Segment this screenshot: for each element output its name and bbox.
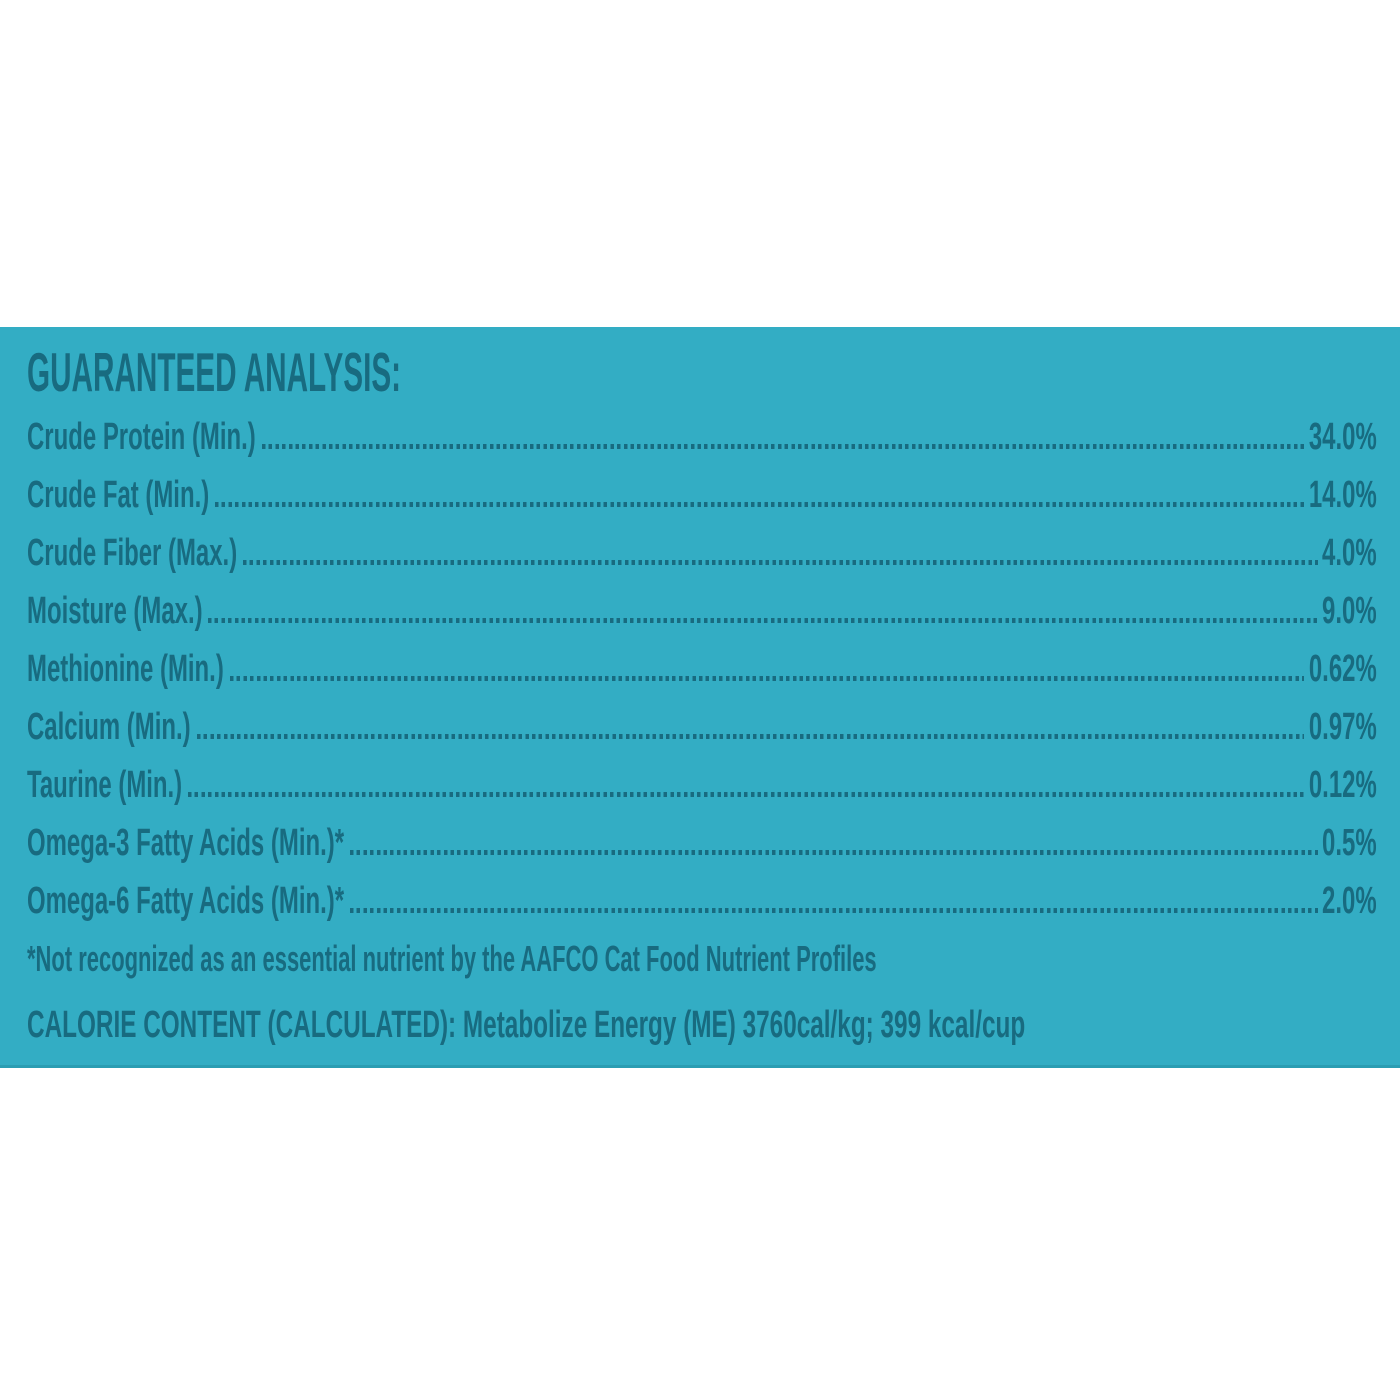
nutrient-row: Taurine (Min.) 0.12%: [27, 756, 1377, 814]
nutrient-value: 34.0%: [1309, 416, 1377, 458]
dotted-leader: [261, 444, 1305, 449]
nutrient-value: 0.62%: [1309, 648, 1377, 690]
nutrient-row: Methionine (Min.) 0.62%: [27, 640, 1377, 698]
nutrient-row: Crude Fiber (Max.) 4.0%: [27, 524, 1377, 582]
nutrient-row: Omega-3 Fatty Acids (Min.)* 0.5%: [27, 814, 1377, 872]
panel-title: GUARANTEED ANALYSIS:: [27, 341, 402, 403]
nutrient-label: Omega-3 Fatty Acids (Min.)*: [27, 822, 345, 864]
nutrient-row: Omega-6 Fatty Acids (Min.)* 2.0%: [27, 872, 1377, 930]
dotted-leader: [350, 908, 1318, 913]
nutrient-label: Crude Fiber (Max.): [27, 532, 238, 574]
nutrient-label: Methionine (Min.): [27, 648, 224, 690]
nutrient-value: 0.97%: [1309, 706, 1377, 748]
nutrient-value: 0.5%: [1322, 822, 1377, 864]
dotted-leader: [229, 676, 1305, 681]
analysis-table: Crude Protein (Min.) 34.0% Crude Fat (Mi…: [27, 408, 1377, 930]
panel-title-line: GUARANTEED ANALYSIS:: [27, 345, 1377, 400]
nutrient-value: 9.0%: [1322, 590, 1377, 632]
nutrient-value: 14.0%: [1309, 474, 1377, 516]
nutrient-row: Calcium (Min.) 0.97%: [27, 698, 1377, 756]
nutrient-value: 2.0%: [1322, 880, 1377, 922]
nutrient-value: 4.0%: [1322, 532, 1377, 574]
dotted-leader: [350, 850, 1318, 855]
nutrient-row: Moisture (Max.) 9.0%: [27, 582, 1377, 640]
nutrient-label: Crude Protein (Min.): [27, 416, 256, 458]
dotted-leader: [196, 734, 1305, 739]
nutrient-label: Crude Fat (Min.): [27, 474, 210, 516]
nutrient-label: Taurine (Min.): [27, 764, 183, 806]
dotted-leader: [208, 618, 1318, 623]
nutrient-row: Crude Protein (Min.) 34.0%: [27, 408, 1377, 466]
calorie-content-line: CALORIE CONTENT (CALCULATED): Metabolize…: [27, 996, 1377, 1054]
nutrient-label: Omega-6 Fatty Acids (Min.)*: [27, 880, 345, 922]
nutrient-row: Crude Fat (Min.) 14.0%: [27, 466, 1377, 524]
guaranteed-analysis-panel: GUARANTEED ANALYSIS: Crude Protein (Min.…: [0, 327, 1400, 1068]
dotted-leader: [243, 560, 1318, 565]
footnote-line: *Not recognized as an essential nutrient…: [27, 930, 1377, 988]
nutrient-label: Moisture (Max.): [27, 590, 203, 632]
dotted-leader: [215, 502, 1305, 507]
dotted-leader: [188, 792, 1305, 797]
nutrient-label: Calcium (Min.): [27, 706, 191, 748]
footnote: *Not recognized as an essential nutrient…: [27, 938, 877, 979]
nutrient-value: 0.12%: [1309, 764, 1377, 806]
calorie-content: CALORIE CONTENT (CALCULATED): Metabolize…: [27, 1004, 1026, 1046]
